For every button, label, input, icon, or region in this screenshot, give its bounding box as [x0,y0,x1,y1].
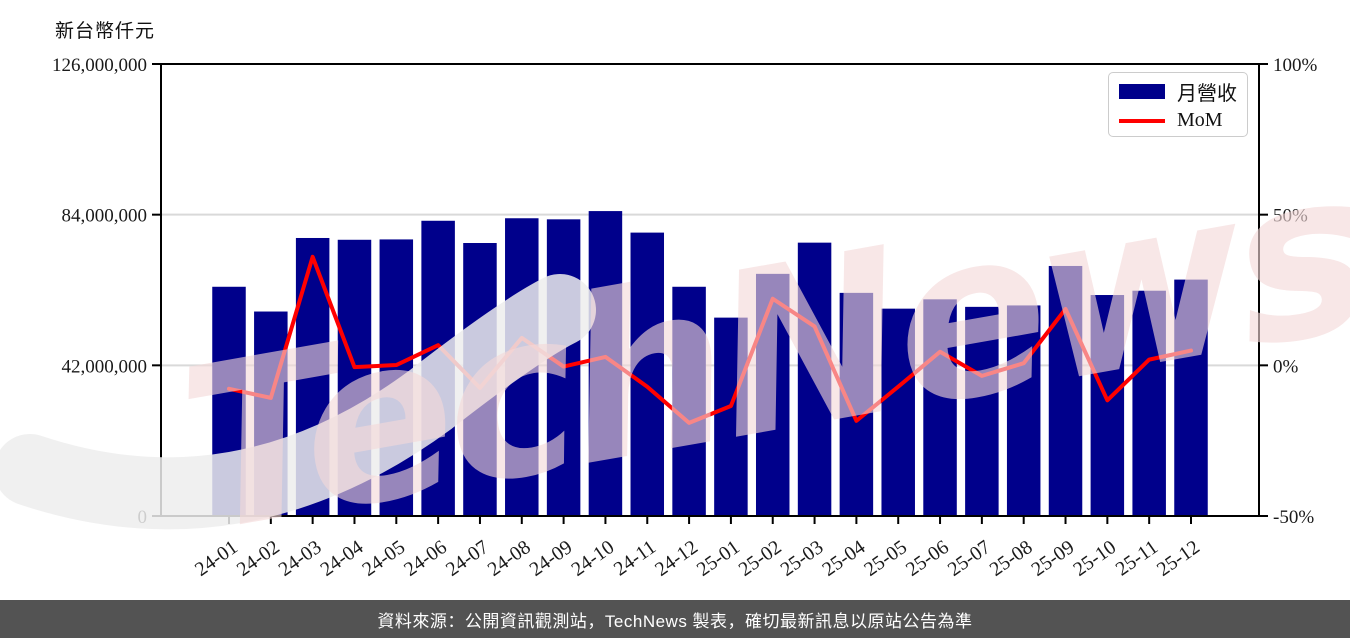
x-tick-label-25-11: 25-11 [1112,536,1162,580]
left-tick-label: 0 [138,507,148,528]
bar-24-11 [630,232,665,516]
bar-25-07 [965,306,999,516]
x-tick-label-25-09: 25-09 [1028,536,1079,581]
legend-label-revenue: 月營收 [1177,82,1237,105]
bar-24-08 [505,218,539,516]
left-tick-label: 126,000,000 [52,55,147,76]
bar-24-03 [295,237,330,516]
mom-line [227,254,1193,425]
bar-24-05 [379,239,414,516]
x-tick-label-24-09: 24-09 [526,536,577,581]
x-tick-label-25-02: 25-02 [735,536,786,581]
x-tick-label-25-08: 25-08 [986,536,1037,581]
x-tick-label-24-10: 24-10 [567,536,618,581]
revenue-bar-swatch [1119,83,1165,99]
bar-25-11 [1132,290,1166,516]
bar-25-02 [755,273,790,516]
left-tick-label: 42,000,000 [62,356,148,377]
x-tick-label-24-08: 24-08 [484,536,535,581]
mom-line-swatch [1119,118,1165,123]
left-tick-label: 84,000,000 [62,206,148,227]
x-tick-label-24-07: 24-07 [442,536,493,581]
bar-25-09 [1048,265,1083,516]
x-tick-label-24-01: 24-01 [191,536,242,581]
right-tick-label: 50% [1273,206,1308,227]
bar-25-04 [839,292,874,516]
bar-25-10 [1090,295,1125,516]
source-footer: 資料來源：公開資訊觀測站，TechNews 製表，確切最新訊息以原站公告為準 [0,600,1350,638]
right-tick-label: 0% [1273,356,1299,377]
legend-item-mom: MoM [1109,109,1247,132]
bar-25-08 [1006,305,1041,516]
legend-label-mom: MoM [1177,109,1223,132]
x-tick-label-24-02: 24-02 [233,536,284,581]
bar-25-03 [797,242,832,516]
bar-24-02 [254,311,288,516]
bar-25-06 [923,299,957,516]
bar-24-12 [672,286,706,516]
x-tick-label-25-07: 25-07 [944,536,995,581]
chart-legend: 月營收 MoM [1108,72,1248,137]
source-footer-text: 資料來源：公開資訊觀測站，TechNews 製表，確切最新訊息以原站公告為準 [377,611,973,631]
bar-25-01 [714,317,748,516]
x-tick-label-24-03: 24-03 [275,536,326,581]
x-tick-label-24-06: 24-06 [400,536,451,581]
x-tick-label-24-05: 24-05 [358,536,409,581]
bar-24-01 [212,286,246,516]
bar-25-05 [881,308,915,516]
legend-item-revenue: 月營收 [1109,77,1247,106]
bar-25-12 [1174,279,1208,516]
x-tick-label-24-11: 24-11 [610,536,660,580]
x-tick-label-25-10: 25-10 [1069,536,1120,581]
x-tick-label-24-12: 24-12 [651,536,702,581]
x-tick-label-25-04: 25-04 [818,536,869,581]
x-tick-label-25-12: 25-12 [1153,536,1204,581]
bar-24-06 [421,220,455,516]
bar-24-04 [337,239,372,516]
x-tick-label-25-06: 25-06 [902,536,953,581]
x-tick-label-25-03: 25-03 [777,536,828,581]
x-tick-label-24-04: 24-04 [316,536,367,581]
bar-24-07 [463,243,497,516]
x-tick-label-25-01: 25-01 [693,536,744,581]
right-tick-label: -50% [1273,507,1314,528]
y-axis-title: 新台幣仟元 [55,21,156,42]
x-tick-label-25-05: 25-05 [860,536,911,581]
right-tick-label: 100% [1273,55,1318,76]
